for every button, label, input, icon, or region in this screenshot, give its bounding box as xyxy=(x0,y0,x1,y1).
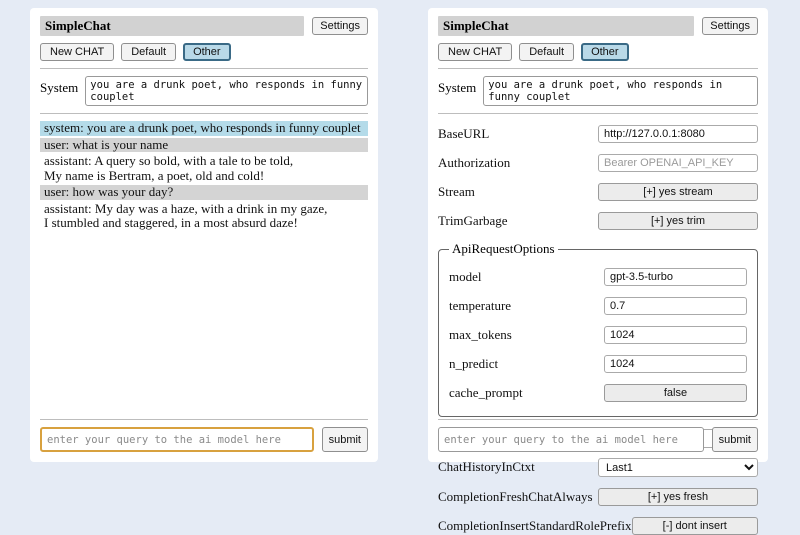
completion-fresh-chat-toggle-button[interactable]: [+] yes fresh xyxy=(598,488,758,506)
setting-label: CompletionFreshChatAlways xyxy=(438,488,593,504)
setting-row-baseurl: BaseURL xyxy=(438,124,758,143)
query-area: submit xyxy=(40,412,368,452)
app-title: SimpleChat xyxy=(40,16,305,36)
chat-message-list: system: you are a drunk poet, who respon… xyxy=(40,120,368,231)
setting-row-stream: Stream [+] yes stream xyxy=(438,182,758,201)
query-input[interactable] xyxy=(438,427,704,452)
divider xyxy=(438,113,758,114)
setting-label: cache_prompt xyxy=(449,384,523,400)
divider xyxy=(438,68,758,69)
trimgarbage-toggle-button[interactable]: [+] yes trim xyxy=(598,212,758,230)
setting-row-cache-prompt: cache_prompt false xyxy=(449,383,747,402)
chat-message-assistant: assistant: My day was a haze, with a dri… xyxy=(44,200,328,230)
new-chat-button[interactable]: New CHAT xyxy=(438,43,513,61)
setting-row-completionfreshchatalways: CompletionFreshChatAlways [+] yes fresh xyxy=(438,487,758,506)
setting-row-temperature: temperature xyxy=(449,296,747,315)
setting-label: TrimGarbage xyxy=(438,212,508,228)
query-input[interactable] xyxy=(40,427,314,452)
system-prompt-row: System you are a drunk poet, who respond… xyxy=(40,76,368,106)
divider xyxy=(40,68,368,69)
submit-button[interactable]: submit xyxy=(321,427,368,452)
setting-label: CompletionInsertStandardRolePrefix xyxy=(438,517,632,533)
system-prompt-label: System xyxy=(438,80,477,95)
setting-label: model xyxy=(449,268,482,284)
query-area: submit xyxy=(438,412,758,452)
header: SimpleChat Settings xyxy=(438,16,758,36)
chat-message-user: user: what is your name xyxy=(40,137,368,152)
max-tokens-input[interactable] xyxy=(603,326,747,344)
divider xyxy=(438,419,758,420)
chat-message-user: user: how was your day? xyxy=(40,184,368,200)
chat-session-default-button[interactable]: Default xyxy=(121,43,177,61)
temperature-input[interactable] xyxy=(603,297,747,315)
setting-row-model: model xyxy=(449,267,747,286)
setting-row-n-predict: n_predict xyxy=(449,354,747,373)
setting-row-trimgarbage: TrimGarbage [+] yes trim xyxy=(438,211,758,230)
setting-label: temperature xyxy=(449,297,512,313)
baseurl-input[interactable] xyxy=(598,125,758,143)
app-title: SimpleChat xyxy=(438,16,695,36)
chat-session-tabs: New CHAT Default Other xyxy=(40,43,368,61)
settings-panel: SimpleChat Settings New CHAT Default Oth… xyxy=(428,8,768,535)
divider xyxy=(40,113,368,114)
model-input[interactable] xyxy=(603,268,747,286)
chat-panel: SimpleChat Settings New CHAT Default Oth… xyxy=(30,8,378,462)
settings-button[interactable]: Settings xyxy=(312,17,368,35)
submit-button[interactable]: submit xyxy=(711,427,758,452)
n-predict-input[interactable] xyxy=(603,355,747,373)
cache-prompt-toggle-button[interactable]: false xyxy=(603,384,747,402)
chat-session-tabs: New CHAT Default Other xyxy=(438,43,758,61)
fieldset-legend: ApiRequestOptions xyxy=(452,241,555,256)
system-prompt-row: System you are a drunk poet, who respond… xyxy=(438,76,758,106)
setting-label: Authorization xyxy=(438,154,511,170)
stream-toggle-button[interactable]: [+] yes stream xyxy=(598,183,758,201)
chat-message-system: system: you are a drunk poet, who respon… xyxy=(40,120,368,136)
chat-message-assistant: assistant: A query so bold, with a tale … xyxy=(44,153,294,183)
authorization-input[interactable] xyxy=(598,154,758,172)
setting-label: BaseURL xyxy=(438,125,490,141)
api-request-options-fieldset: ApiRequestOptions model temperature max_… xyxy=(438,241,758,417)
chat-session-other-button[interactable]: Other xyxy=(581,43,629,61)
header: SimpleChat Settings xyxy=(40,16,368,36)
chat-history-in-ctxt-select[interactable]: Last1 xyxy=(598,458,758,477)
divider xyxy=(40,419,368,420)
setting-label: Stream xyxy=(438,183,475,199)
setting-row-max-tokens: max_tokens xyxy=(449,325,747,344)
new-chat-button[interactable]: New CHAT xyxy=(40,43,115,61)
system-prompt-input[interactable]: you are a drunk poet, who responds in fu… xyxy=(85,76,368,106)
setting-label: ChatHistoryInCtxt xyxy=(438,459,535,475)
system-prompt-label: System xyxy=(40,80,79,95)
page: { "colors": { "page_bg": "#e5ebf5", "hea… xyxy=(30,8,768,535)
setting-row-chathistoryinctxt: ChatHistoryInCtxt Last1 xyxy=(438,458,758,477)
settings-button[interactable]: Settings xyxy=(702,17,758,35)
setting-row-authorization: Authorization xyxy=(438,153,758,172)
completion-insert-role-prefix-toggle-button[interactable]: [-] dont insert xyxy=(631,517,758,535)
setting-label: n_predict xyxy=(449,355,499,371)
chat-session-default-button[interactable]: Default xyxy=(519,43,575,61)
setting-row-completioninsertstandardroleprefix: CompletionInsertStandardRolePrefix [-] d… xyxy=(438,516,758,535)
system-prompt-input[interactable]: you are a drunk poet, who responds in fu… xyxy=(483,76,758,106)
setting-label: max_tokens xyxy=(449,326,512,342)
chat-session-other-button[interactable]: Other xyxy=(183,43,231,61)
